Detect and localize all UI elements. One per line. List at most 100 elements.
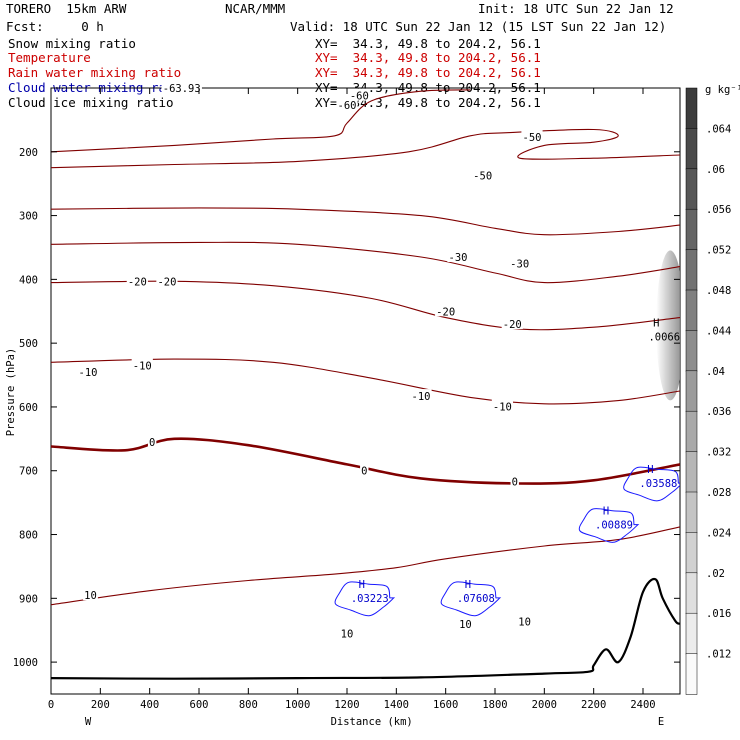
contour-label-bg [521, 130, 543, 143]
colorbar-tick-label: .056 [706, 204, 731, 216]
contour-label: 10 [518, 616, 531, 628]
contour-label: -10 [133, 360, 152, 372]
contour-label: -50 [523, 132, 542, 144]
y-tick-label: 1000 [13, 657, 38, 669]
colorbar-segment [685, 491, 698, 534]
maximum-value: .03223 [351, 593, 389, 605]
model-title: TORERO 15km ARW [6, 1, 127, 16]
contour-label-bg [458, 616, 473, 629]
x-tick-label: 2000 [532, 699, 557, 711]
colorbar-segment [685, 370, 698, 412]
y-tick-label: 800 [19, 530, 38, 542]
x-tick-label: 400 [140, 699, 159, 711]
contour-label-bg [348, 88, 370, 101]
cloud-water-contour [578, 508, 640, 543]
contour-label-bg [147, 435, 157, 448]
cloud-water-contour [623, 466, 680, 502]
ice-maximum-value: .0066 [648, 331, 680, 343]
x-tick-label: 800 [239, 699, 258, 711]
contour-label-bg [510, 474, 519, 487]
x-tick-label: 1600 [433, 699, 458, 711]
temperature-contour [51, 128, 680, 169]
y-tick-label: 700 [19, 466, 38, 478]
cloud-water-contour [334, 581, 396, 617]
contour-label: 10 [459, 619, 472, 631]
colorbar-segment [685, 249, 698, 291]
contour-label-bg [77, 364, 99, 377]
y-tick-label: 900 [19, 593, 38, 605]
legend-label: Snow mixing ratio [8, 36, 136, 51]
colorbar-unit: g kg⁻¹ [705, 84, 740, 96]
contour-label-bg [161, 81, 202, 93]
contour-label: -30 [510, 258, 529, 270]
cloud-ice-shading [656, 250, 680, 401]
y-tick-label: 400 [19, 274, 38, 286]
x-tick-label: 0 [48, 699, 54, 711]
contour-label-bg [336, 98, 358, 111]
x-tick-label: 1000 [285, 699, 310, 711]
colorbar-segment [685, 612, 698, 655]
colorbar-segment [685, 168, 698, 210]
maximum-value: .03588 [639, 478, 677, 490]
x-tick-label: 200 [91, 699, 110, 711]
legend-label: Temperature [8, 50, 91, 65]
colorbar-segment [685, 532, 698, 574]
x-tick-label: 1200 [334, 699, 359, 711]
contour-label-bg [447, 250, 469, 263]
contour-label: 0 [361, 466, 367, 478]
contour-label-bg [83, 588, 98, 601]
contour-label-bg [509, 256, 531, 269]
x-axis-label: Distance (km) [331, 716, 413, 728]
maximum-marker: H [465, 579, 471, 591]
colorbar-tick-label: .044 [706, 325, 731, 337]
x-tick-label: 600 [190, 699, 209, 711]
temperature-contour [51, 241, 680, 284]
colorbar-tick-label: .016 [706, 608, 731, 620]
legend-xy: XY= 34.3, 49.8 to 204.2, 56.1 [315, 36, 541, 51]
colorbar-tick-label: .028 [706, 487, 731, 499]
contour-label: -10 [493, 401, 512, 413]
legend-xy: XY= 34.3, 49.8 to 204.2, 56.1 [315, 95, 541, 110]
contour-label: -50 [473, 170, 492, 182]
colorbar-tick-label: .06 [706, 164, 725, 176]
colorbar-segment [685, 289, 698, 332]
colorbar-segment [685, 410, 698, 453]
contour-label-bg [131, 358, 153, 371]
contour-label-bg [472, 168, 494, 181]
colorbar-segment [685, 330, 698, 372]
colorbar-segment [685, 128, 698, 170]
y-axis-label: Pressure (hPa) [5, 348, 17, 437]
maximum-marker: H [603, 506, 609, 518]
contour-label: -20 [436, 306, 455, 318]
y-tick-label: 600 [19, 402, 38, 414]
maximum-marker: H [359, 579, 365, 591]
west-label: W [85, 716, 92, 728]
legend-label: Cloud ice mixing ratio [8, 95, 174, 110]
colorbar-tick-label: .032 [706, 447, 731, 459]
maximum-marker: H [647, 464, 653, 476]
colorbar-tick-label: .024 [706, 527, 731, 539]
x-tick-label: 2400 [630, 699, 655, 711]
x-tick-label: 2200 [581, 699, 606, 711]
contour-label-bg [360, 463, 369, 476]
colorbar-tick-label: .036 [706, 406, 731, 418]
x-tick-label: 1400 [384, 699, 409, 711]
contour-label: 10 [84, 590, 97, 602]
contour-label: 10 [341, 628, 354, 640]
contour-label: -20 [128, 276, 147, 288]
cloud-water-contour [440, 581, 502, 617]
contour-label: -20 [157, 276, 176, 288]
contour-label: 0 [512, 477, 518, 489]
colorbar-segment [685, 572, 698, 614]
maximum-value: .07608 [457, 593, 495, 605]
colorbar-tick-label: .052 [706, 245, 731, 257]
contour-label-bg [435, 304, 457, 317]
init-time: Init: 18 UTC Sun 22 Jan 12 [478, 1, 674, 16]
contour-layer [51, 89, 680, 680]
colorbar-segment [685, 451, 698, 493]
legend-xy: XY= 34.3, 49.8 to 204.2, 56.1 [315, 50, 541, 65]
colorbar-segment [685, 87, 698, 130]
contour-label-bg [410, 389, 432, 402]
forecast-hour: Fcst: 0 h [6, 19, 104, 34]
contour-label: 0 [149, 437, 155, 449]
